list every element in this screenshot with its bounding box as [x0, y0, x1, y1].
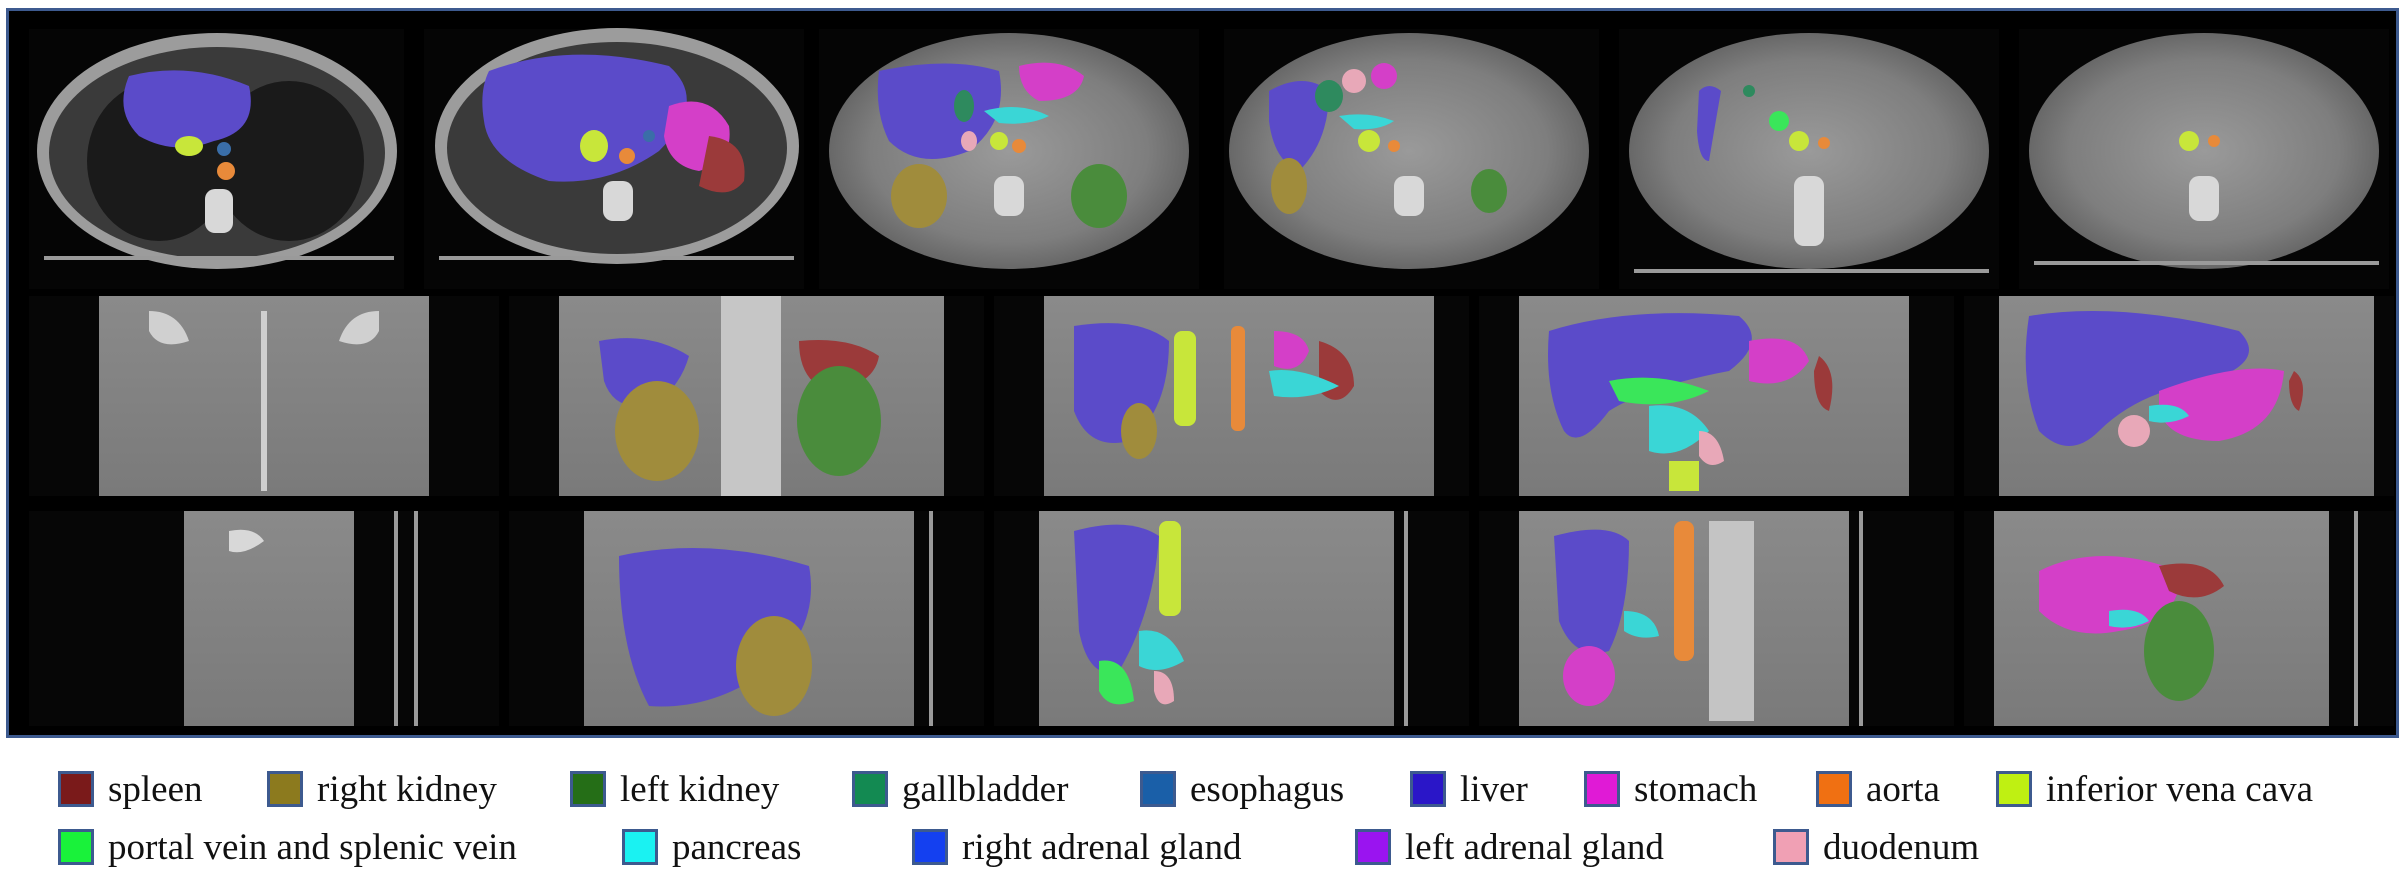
legend-swatch: [1140, 771, 1176, 807]
legend-label: right kidney: [317, 768, 497, 810]
legend-swatch: [570, 771, 606, 807]
legend-swatch: [1996, 771, 2032, 807]
sagittal-slice-4: [1479, 511, 1954, 726]
legend-swatch: [1584, 771, 1620, 807]
legend-swatch: [1816, 771, 1852, 807]
coronal-slice-3: [994, 296, 1469, 496]
sagittal-row: [29, 511, 2394, 726]
legend-label: aorta: [1866, 768, 1940, 810]
legend-label: pancreas: [672, 826, 802, 868]
sagittal-slice-3: [994, 511, 1469, 726]
legend-item-liver: liver: [1410, 764, 1528, 814]
legend-item-inferior-vena-cava: inferior vena cava: [1996, 764, 2313, 814]
sagittal-slice-2: [509, 511, 984, 726]
legend-swatch: [267, 771, 303, 807]
legend-item-spleen: spleen: [58, 764, 203, 814]
coronal-slice-5: [1964, 296, 2394, 496]
legend-item-duodenum: duodenum: [1773, 822, 1979, 872]
legend-item-left-kidney: left kidney: [570, 764, 779, 814]
legend-item-stomach: stomach: [1584, 764, 1757, 814]
legend-swatch: [622, 829, 658, 865]
legend-label: stomach: [1634, 768, 1758, 810]
legend-label: left adrenal gland: [1405, 826, 1664, 868]
coronal-slice-4: [1479, 296, 1954, 496]
coronal-row: [29, 296, 2394, 496]
legend-label: duodenum: [1823, 826, 1980, 868]
axial-slice-3: [819, 29, 1199, 289]
legend-swatch: [1773, 829, 1809, 865]
axial-slice-2: [424, 28, 804, 289]
sagittal-slice-5: [1964, 511, 2394, 726]
sagittal-slice-1: [29, 511, 499, 726]
legend-swatch: [58, 771, 94, 807]
legend-item-right-kidney: right kidney: [267, 764, 497, 814]
legend-label: left kidney: [620, 768, 780, 810]
legend-swatch: [58, 829, 94, 865]
legend-label: right adrenal gland: [962, 826, 1242, 868]
coronal-slice-2: [509, 296, 984, 496]
legend-item-right-adrenal-gland: right adrenal gland: [912, 822, 1241, 872]
legend-item-pancreas: pancreas: [622, 822, 801, 872]
legend-swatch: [1355, 829, 1391, 865]
legend-label: inferior vena cava: [2046, 768, 2314, 810]
ct-slices-image: [29, 28, 2394, 726]
axial-slice-1: [29, 29, 404, 289]
legend-swatch: [1410, 771, 1446, 807]
axial-slice-6: [2019, 29, 2389, 289]
legend-item-gallbladder: gallbladder: [852, 764, 1068, 814]
axial-slice-5: [1619, 29, 1999, 289]
axial-slice-4: [1224, 29, 1599, 289]
legend-label: gallbladder: [902, 768, 1069, 810]
ct-segmentation-figure: [6, 8, 2399, 738]
legend-label: esophagus: [1190, 768, 1345, 810]
legend-label: spleen: [108, 768, 203, 810]
legend-item-esophagus: esophagus: [1140, 764, 1344, 814]
legend-item-left-adrenal-gland: left adrenal gland: [1355, 822, 1664, 872]
legend-label: portal vein and splenic vein: [108, 826, 517, 868]
legend-swatch: [912, 829, 948, 865]
legend-item-portal-vein: portal vein and splenic vein: [58, 822, 517, 872]
legend-label: liver: [1460, 768, 1528, 810]
coronal-slice-1: [29, 296, 499, 496]
legend-item-aorta: aorta: [1816, 764, 1940, 814]
legend-swatch: [852, 771, 888, 807]
axial-row: [29, 28, 2389, 289]
